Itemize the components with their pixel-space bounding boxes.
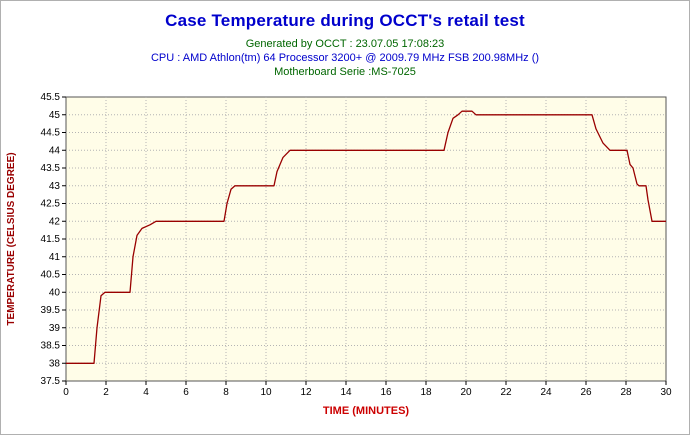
y-tick-label: 37.5 [41, 376, 61, 387]
y-tick-label: 39 [49, 323, 61, 334]
y-tick-label: 40.5 [41, 270, 61, 281]
x-tick-label: 18 [420, 387, 432, 398]
cpu-line: CPU : AMD Athlon(tm) 64 Processor 3200+ … [150, 52, 540, 64]
x-tick-label: 12 [300, 387, 312, 398]
y-tick-label: 44 [49, 145, 61, 156]
x-tick-label: 28 [620, 387, 632, 398]
temperature-chart: 37.53838.53939.54040.54141.54242.54343.5… [6, 92, 672, 417]
generated-line: Generated by OCCT : 23.07.05 17:08:23 [245, 38, 445, 50]
x-tick-label: 4 [143, 387, 149, 398]
x-tick-label: 24 [540, 387, 552, 398]
y-tick-label: 43.5 [41, 163, 61, 174]
chart-title: Case Temperature during OCCT's retail te… [165, 11, 525, 30]
y-tick-label: 40 [49, 287, 61, 298]
y-tick-label: 43 [49, 181, 61, 192]
y-tick-label: 39.5 [41, 305, 61, 316]
y-tick-label: 45 [49, 110, 61, 121]
chart-header: Case Temperature during OCCT's retail te… [1, 1, 689, 79]
motherboard-line: Motherboard Serie :MS-7025 [274, 66, 416, 78]
y-tick-label: 42.5 [41, 199, 61, 210]
x-tick-label: 20 [460, 387, 472, 398]
y-tick-label: 38.5 [41, 341, 61, 352]
y-axis-label: TEMPERATURE (CELSIUS DEGREE) [6, 152, 17, 325]
x-tick-label: 0 [63, 387, 69, 398]
x-tick-label: 2 [103, 387, 109, 398]
x-tick-label: 6 [183, 387, 189, 398]
y-tick-label: 44.5 [41, 128, 61, 139]
x-tick-label: 30 [660, 387, 672, 398]
x-tick-label: 10 [260, 387, 272, 398]
x-tick-label: 14 [340, 387, 352, 398]
x-tick-label: 26 [580, 387, 592, 398]
x-axis-label: TIME (MINUTES) [323, 405, 409, 417]
x-tick-label: 16 [380, 387, 392, 398]
y-tick-label: 42 [49, 216, 61, 227]
temperature-line [66, 110, 666, 364]
y-tick-label: 45.5 [41, 92, 61, 103]
y-tick-label: 41 [49, 252, 61, 263]
x-tick-label: 8 [223, 387, 229, 398]
y-tick-label: 41.5 [41, 234, 61, 245]
x-tick-label: 22 [500, 387, 512, 398]
y-tick-label: 38 [49, 358, 61, 369]
